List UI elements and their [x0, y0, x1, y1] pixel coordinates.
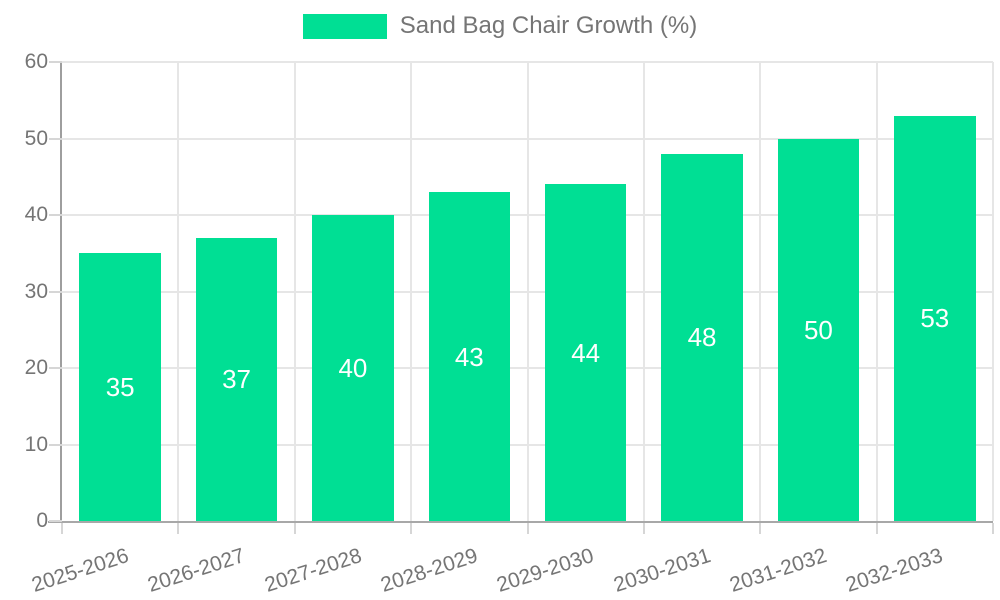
- y-axis-tick: [49, 290, 62, 293]
- y-axis-tick-label: 20: [24, 356, 48, 379]
- bar-value-label: 44: [571, 337, 601, 368]
- bar-value-label: 50: [803, 314, 833, 345]
- bar[interactable]: 43: [428, 192, 511, 521]
- bar-value-label: 40: [338, 353, 368, 383]
- v-gridline: [293, 62, 296, 521]
- y-axis-tick: [49, 214, 62, 216]
- x-axis-tick: [759, 523, 762, 534]
- v-gridline: [177, 62, 180, 521]
- x-axis-tick: [642, 523, 645, 534]
- bar[interactable]: 48: [661, 153, 743, 521]
- legend-label: Sand Bag Chair Growth (%): [399, 12, 698, 39]
- v-gridline: [992, 62, 994, 521]
- legend-swatch-icon: [302, 13, 387, 39]
- x-axis-line: [48, 521, 993, 523]
- y-axis-tick-label: 50: [24, 126, 48, 150]
- x-axis-category-label: 2030-2031: [610, 544, 714, 597]
- y-axis-line: [60, 62, 62, 523]
- y-axis-tick-label: 10: [24, 432, 48, 456]
- x-axis-category-label: 2032-2033: [843, 544, 946, 597]
- bar[interactable]: 35: [79, 253, 161, 521]
- bar-value-label: 53: [920, 303, 950, 334]
- x-axis-category-label: 2029-2030: [494, 544, 597, 597]
- bar-value-label: 43: [454, 341, 484, 372]
- y-axis-tick-label: 40: [24, 203, 48, 226]
- bar[interactable]: 40: [312, 215, 394, 521]
- x-axis-category-label: 2026-2027: [145, 544, 248, 597]
- y-axis-tick: [49, 61, 62, 63]
- x-axis-category-label: 2025-2026: [28, 544, 132, 597]
- y-axis-tick: [49, 367, 62, 369]
- x-axis-tick: [177, 523, 180, 534]
- bar-value-label: 35: [105, 372, 135, 403]
- y-axis-tick: [49, 137, 62, 140]
- y-axis-tick-label: 0: [36, 509, 48, 532]
- x-axis-category-label: 2027-2028: [261, 544, 365, 597]
- v-gridline: [526, 62, 529, 521]
- bar[interactable]: 37: [195, 237, 278, 521]
- x-axis-tick: [526, 523, 529, 534]
- v-gridline: [759, 62, 762, 521]
- bar[interactable]: 44: [544, 184, 627, 521]
- x-axis-category-label: 2031-2032: [726, 544, 830, 597]
- y-axis-tick-label: 30: [24, 279, 48, 303]
- v-gridline: [642, 62, 645, 521]
- x-axis-tick: [61, 523, 63, 534]
- y-axis-tick: [49, 443, 62, 446]
- y-axis-tick-label: 60: [24, 50, 48, 73]
- bar-value-label: 37: [222, 364, 252, 395]
- v-gridline: [410, 62, 413, 521]
- x-axis-tick: [875, 523, 878, 534]
- x-axis-category-label: 2028-2029: [377, 544, 481, 597]
- plot-area: 35 37 40 43 44 48 50 53: [62, 61, 994, 521]
- x-axis-tick: [992, 523, 994, 534]
- bar[interactable]: 50: [777, 138, 860, 521]
- bar-value-label: 48: [687, 322, 717, 353]
- bar[interactable]: 53: [894, 115, 976, 521]
- chart-legend[interactable]: Sand Bag Chair Growth (%): [0, 12, 1000, 40]
- x-axis-tick: [293, 523, 296, 534]
- x-axis-tick: [410, 523, 413, 534]
- y-axis-tick: [49, 520, 62, 522]
- v-gridline: [875, 62, 878, 521]
